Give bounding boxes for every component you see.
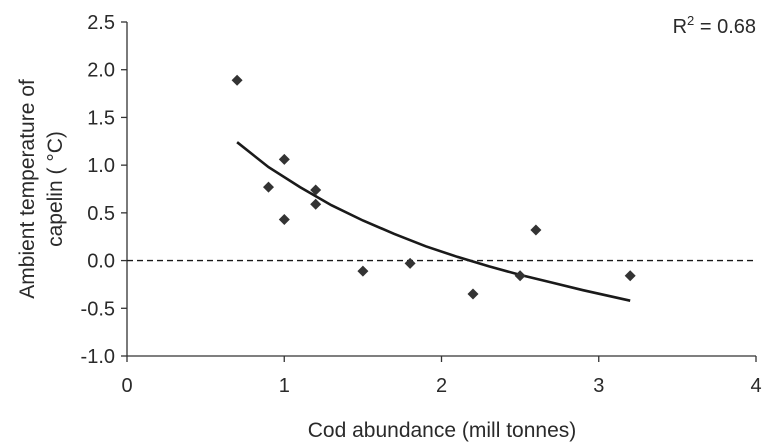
x-tick-label: 1 [279,375,290,397]
x-tick-label: 4 [750,375,761,397]
y-tick-label: 2.0 [87,60,115,82]
y-axis-title: Ambient temperature of capelin ( °C) [16,79,67,299]
axes [126,22,756,357]
data-point-marker [278,214,290,225]
x-tick-label: 2 [436,375,447,397]
data-point-marker [624,270,636,282]
y-tick-label: 0.0 [87,251,115,273]
data-point-marker [310,184,322,196]
r-squared-sup: 2 [687,13,694,28]
r-squared-prefix: R [673,16,687,38]
y-tick-label: 0.5 [87,203,115,225]
r-squared-label: R2 = 0.68 [673,13,756,38]
x-tick-label: 0 [121,375,132,397]
x-tick-label: 3 [593,375,604,397]
data-point-marker [514,270,526,282]
y-ticks: 2.5 2.0 1.5 1.0 0.5 0.0 -0.5 -1.0 [81,12,127,368]
data-point-marker [467,288,479,300]
y-tick-label: 1.0 [87,155,115,177]
y-axis-title-line-1: Ambient temperature of [16,79,39,299]
data-point-marker [357,265,369,277]
data-point-marker [231,74,243,86]
data-points [231,74,636,300]
data-point-marker [263,181,274,193]
y-tick-label: -0.5 [81,298,115,320]
data-point-marker [404,257,416,269]
x-ticks: 0 1 2 3 4 [121,356,762,397]
data-point-marker [310,198,322,210]
data-point-marker [278,153,290,165]
y-tick-label: -1.0 [81,346,115,368]
y-tick-label: 1.5 [87,107,115,129]
data-point-marker [530,224,542,236]
r-squared-value: = 0.68 [694,16,756,38]
fit-curve [236,141,631,302]
y-tick-label: 2.5 [87,12,115,34]
y-axis-title-line-2: capelin ( °C) [44,131,67,247]
x-axis-title: Cod abundance (mill tonnes) [308,419,577,442]
